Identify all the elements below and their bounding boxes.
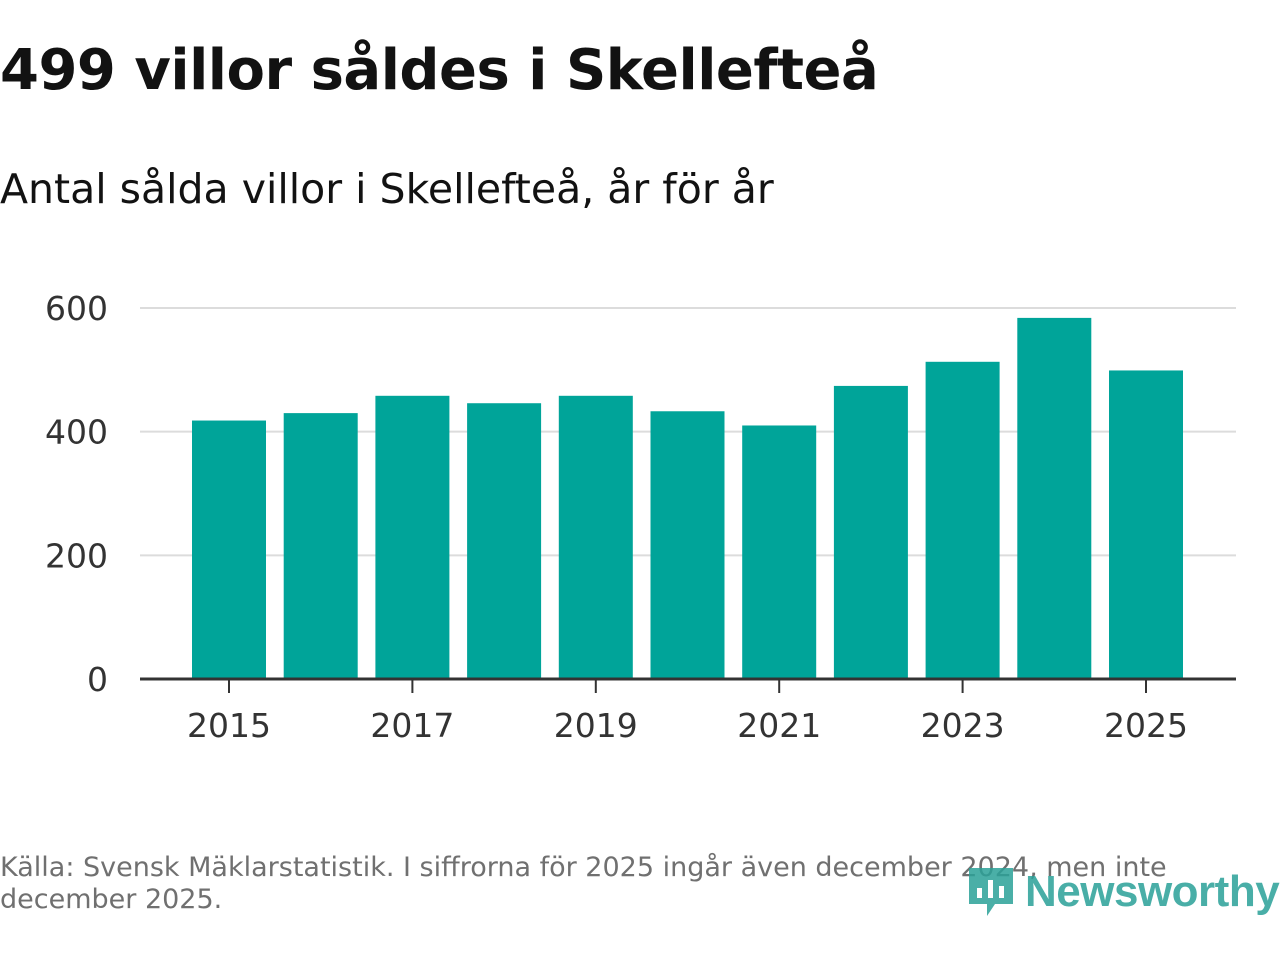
x-tick-label: 2019 — [554, 706, 638, 745]
x-axis-labels: 2015 2017 2019 2021 2023 2025 — [187, 706, 1188, 745]
bars — [192, 317, 1183, 679]
chart-subtitle: Antal sålda villor i Skellefteå, år för … — [0, 165, 774, 213]
bar-2015 — [192, 420, 266, 679]
bar-2025 — [1109, 370, 1183, 679]
x-tick-label: 2017 — [370, 706, 454, 745]
x-tick-label: 2015 — [187, 706, 271, 745]
bar-chart: 0 200 400 600 2015 2017 2019 2021 2023 2025 — [45, 289, 1236, 745]
bar-2017 — [375, 395, 450, 679]
bar-2023 — [925, 361, 1000, 679]
newsworthy-logo: Newsworthy — [965, 862, 1280, 922]
logo-text: Newsworthy — [1025, 867, 1280, 916]
bar-2020 — [650, 411, 725, 679]
bar-2024 — [1017, 317, 1092, 679]
x-tick-label: 2021 — [737, 706, 821, 745]
x-tick-label: 2025 — [1104, 706, 1188, 745]
logo-icon — [969, 868, 1013, 916]
bar-2021 — [742, 425, 817, 679]
bar-2019 — [558, 395, 633, 679]
y-tick-label: 0 — [87, 660, 108, 699]
x-tick-label: 2023 — [921, 706, 1005, 745]
y-axis-labels: 0 200 400 600 — [45, 289, 108, 699]
y-tick-label: 200 — [45, 536, 108, 575]
bar-2022 — [833, 385, 908, 679]
y-tick-label: 400 — [45, 413, 108, 452]
bar-2016 — [283, 413, 358, 679]
y-tick-label: 600 — [45, 289, 108, 328]
bar-2018 — [467, 403, 542, 679]
x-axis — [140, 677, 1236, 693]
chart-title: 499 villor såldes i Skellefteå — [0, 38, 879, 103]
